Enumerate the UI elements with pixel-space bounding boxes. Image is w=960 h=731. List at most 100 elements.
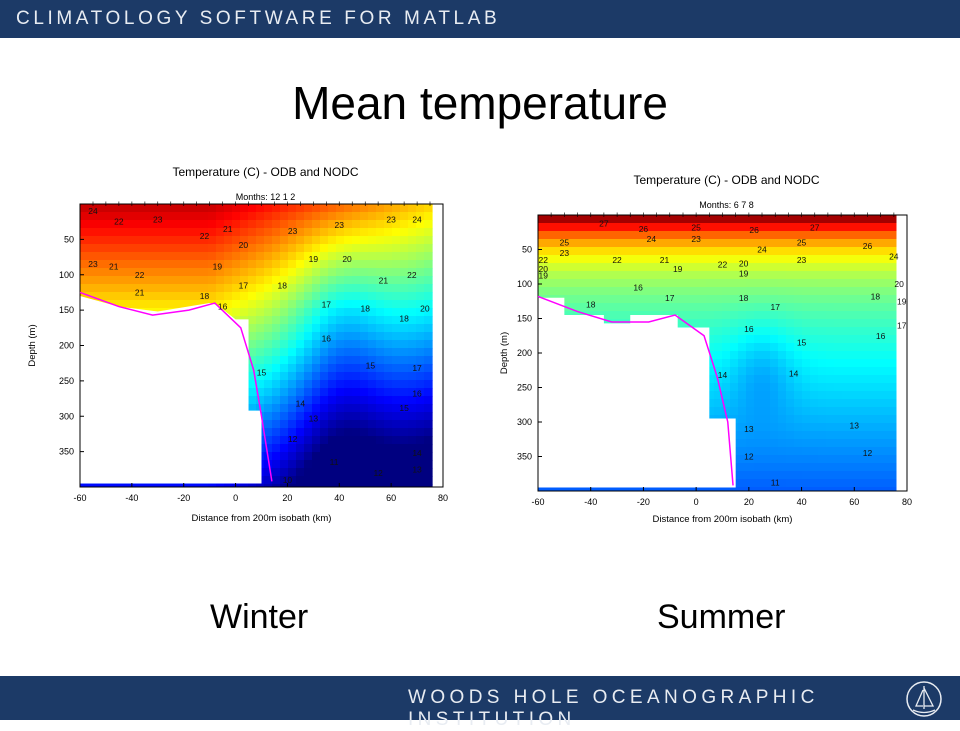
station-marker: + bbox=[389, 199, 394, 209]
y-tick-label: 200 bbox=[517, 348, 532, 358]
station-marker: + bbox=[641, 210, 646, 220]
station-marker: + bbox=[588, 210, 593, 220]
isobath-line bbox=[537, 295, 734, 486]
station-marker: + bbox=[786, 210, 791, 220]
contour-label: 15 bbox=[366, 360, 376, 370]
summer-label: Summer bbox=[657, 598, 786, 636]
x-tick-label: 40 bbox=[797, 497, 807, 507]
contour-label: 22 bbox=[114, 217, 124, 227]
contour-label: 23 bbox=[797, 255, 807, 265]
x-axis-label: Distance from 200m isobath (km) bbox=[192, 513, 332, 524]
x-tick-label: -40 bbox=[584, 497, 597, 507]
contour-label: 11 bbox=[330, 457, 339, 467]
station-marker: + bbox=[865, 210, 870, 220]
contour-label: 19 bbox=[673, 264, 683, 274]
x-tick-label: 80 bbox=[902, 497, 912, 507]
contour-label: 22 bbox=[135, 270, 145, 280]
winter-label: Winter bbox=[210, 598, 309, 636]
station-marker: + bbox=[707, 210, 712, 220]
chart-title: Temperature (C) - ODB and NODC bbox=[172, 165, 358, 179]
contour-label: 23 bbox=[560, 248, 570, 258]
station-marker: + bbox=[427, 199, 432, 209]
bottom-banner: WOODS HOLE OCEANOGRAPHIC INSTITUTION bbox=[0, 676, 960, 730]
contour-label: 12 bbox=[373, 468, 383, 478]
station-marker: + bbox=[401, 199, 406, 209]
x-tick-label: -20 bbox=[637, 497, 650, 507]
chart-title: Temperature (C) - ODB and NODC bbox=[633, 173, 819, 187]
page-title: Mean temperature bbox=[292, 77, 668, 129]
station-marker: + bbox=[825, 210, 830, 220]
contour-label: 25 bbox=[560, 238, 570, 248]
station-marker: + bbox=[350, 199, 355, 209]
contour-label: 11 bbox=[771, 478, 780, 488]
contour-label: 24 bbox=[412, 215, 422, 225]
contour-label: 20 bbox=[239, 240, 249, 250]
contour-label: 20 bbox=[739, 258, 749, 268]
x-tick-label: 0 bbox=[694, 497, 699, 507]
contour-label: 12 bbox=[288, 434, 298, 444]
contour-label: 10 bbox=[283, 475, 293, 485]
contour-label: 19 bbox=[309, 254, 319, 264]
contour-label: 16 bbox=[218, 302, 228, 312]
whoi-logo-icon bbox=[906, 681, 942, 717]
contour-label: 18 bbox=[200, 291, 210, 301]
station-marker: + bbox=[155, 199, 160, 209]
x-tick-label: 0 bbox=[233, 493, 238, 503]
contour-label: 18 bbox=[278, 280, 288, 290]
x-tick-label: 40 bbox=[334, 493, 344, 503]
summer-temperature-chart: + + + + + + + + + + + + + + + + + + + + + + + + + + + -60 -40 -20 0 20 4… bbox=[499, 173, 912, 525]
contour-label: 13 bbox=[412, 464, 422, 474]
y-tick-label: 250 bbox=[517, 383, 532, 393]
contour-label: 22 bbox=[539, 255, 549, 265]
station-marker: + bbox=[181, 199, 186, 209]
station-marker: + bbox=[376, 199, 381, 209]
contour-label: 15 bbox=[257, 367, 267, 377]
station-marker: + bbox=[414, 199, 419, 209]
station-marker: + bbox=[878, 210, 883, 220]
y-tick-label: 200 bbox=[59, 341, 74, 351]
x-tick-label: -40 bbox=[125, 493, 138, 503]
contour-label: 18 bbox=[360, 304, 370, 314]
contour-label: 25 bbox=[691, 222, 701, 232]
contour-label: 26 bbox=[863, 241, 873, 251]
x-tick-label: 20 bbox=[282, 493, 292, 503]
contour-label: 22 bbox=[612, 255, 622, 265]
y-tick-label: 50 bbox=[522, 245, 532, 255]
station-marker: + bbox=[549, 210, 554, 220]
contour-label: 23 bbox=[153, 215, 163, 225]
station-marker: + bbox=[759, 210, 764, 220]
contour-label: 13 bbox=[850, 420, 860, 430]
y-tick-label: 50 bbox=[64, 234, 74, 244]
x-axis-label: Distance from 200m isobath (km) bbox=[653, 514, 793, 525]
station-marker: + bbox=[773, 210, 778, 220]
contour-label: 12 bbox=[863, 448, 873, 458]
contour-label: 19 bbox=[213, 261, 223, 271]
contour-label: 24 bbox=[757, 245, 767, 255]
station-marker: + bbox=[720, 210, 725, 220]
contour-label: 22 bbox=[718, 260, 728, 270]
contour-label: 18 bbox=[399, 314, 409, 324]
contour-label: 21 bbox=[660, 255, 670, 265]
footer-institution: WOODS HOLE OCEANOGRAPHIC INSTITUTION bbox=[408, 687, 819, 730]
contour-label: 25 bbox=[797, 238, 807, 248]
station-marker: + bbox=[799, 210, 804, 220]
contour-label: 17 bbox=[412, 363, 422, 373]
station-marker: + bbox=[168, 199, 173, 209]
station-marker: + bbox=[654, 210, 659, 220]
contour-label: 20 bbox=[420, 304, 430, 314]
station-marker: + bbox=[812, 210, 817, 220]
contour-label: 23 bbox=[691, 234, 701, 244]
contour-label: 23 bbox=[335, 220, 345, 230]
station-marker: + bbox=[194, 199, 199, 209]
chart-subtitle: Months: 12 1 2 bbox=[236, 192, 296, 202]
y-tick-label: 250 bbox=[59, 376, 74, 386]
contour-label: 19 bbox=[897, 296, 907, 306]
x-tick-label: 80 bbox=[438, 493, 448, 503]
isobath-line bbox=[79, 291, 273, 482]
contour-label: 18 bbox=[739, 293, 749, 303]
station-marker: + bbox=[838, 210, 843, 220]
x-tick-label: 60 bbox=[849, 497, 859, 507]
station-marker: + bbox=[116, 199, 121, 209]
y-axis-label: Depth (m) bbox=[27, 324, 38, 366]
winter-temperature-chart: + + + + + + + + + + + + + + + + + + + + + + + + + + + -60 -40 -20 0 20 4… bbox=[27, 165, 448, 524]
